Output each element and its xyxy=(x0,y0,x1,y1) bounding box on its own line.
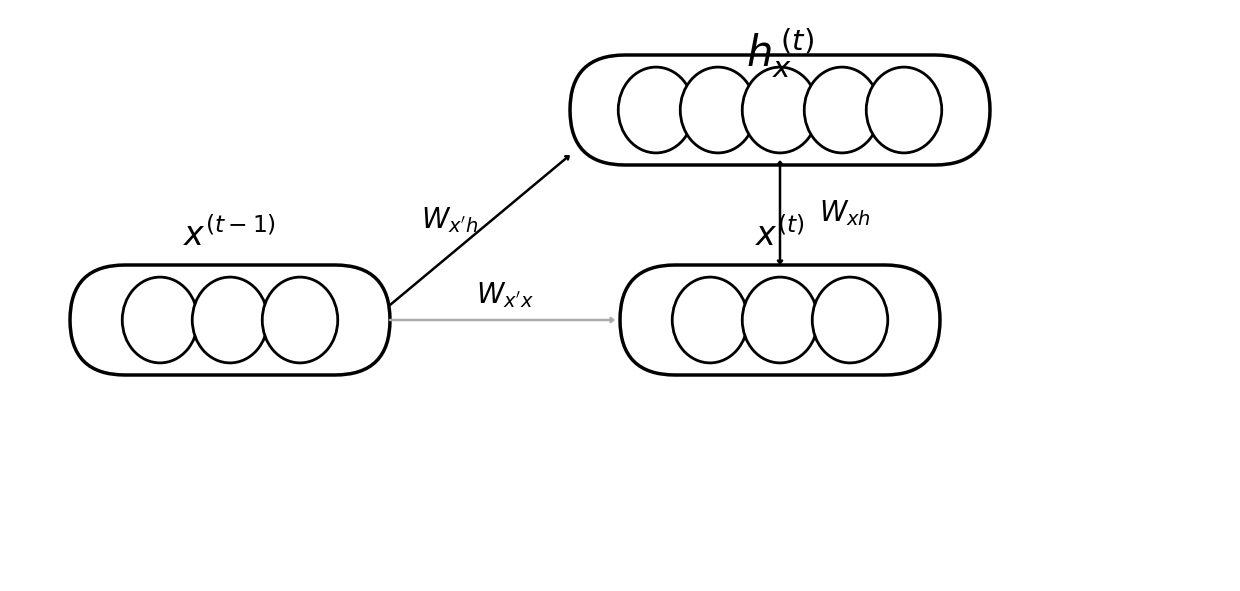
Text: $W_{xh}$: $W_{xh}$ xyxy=(818,198,870,228)
Ellipse shape xyxy=(867,67,941,153)
Ellipse shape xyxy=(192,277,268,363)
Text: $W_{x'h}$: $W_{x'h}$ xyxy=(422,205,479,235)
Ellipse shape xyxy=(812,277,888,363)
Text: $x^{(t-1)}$: $x^{(t-1)}$ xyxy=(184,217,277,253)
Ellipse shape xyxy=(123,277,197,363)
FancyBboxPatch shape xyxy=(570,55,990,165)
FancyBboxPatch shape xyxy=(69,265,391,375)
Ellipse shape xyxy=(805,67,879,153)
Ellipse shape xyxy=(743,277,817,363)
FancyBboxPatch shape xyxy=(620,265,940,375)
Ellipse shape xyxy=(672,277,748,363)
Ellipse shape xyxy=(681,67,755,153)
Text: $x^{(t)}$: $x^{(t)}$ xyxy=(755,217,805,253)
Text: $h_{x}^{\,(t)}$: $h_{x}^{\,(t)}$ xyxy=(746,25,813,80)
Ellipse shape xyxy=(743,67,817,153)
Text: $W_{x'x}$: $W_{x'x}$ xyxy=(476,280,534,310)
Ellipse shape xyxy=(262,277,337,363)
Ellipse shape xyxy=(619,67,693,153)
